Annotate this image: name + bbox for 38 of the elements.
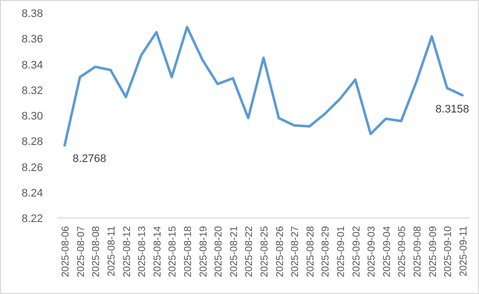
y-tick-label: 8.22	[22, 213, 43, 225]
x-tick-label: 2025-08-08	[91, 226, 102, 278]
x-tick-label: 2025-09-05	[397, 226, 408, 278]
x-tick-label: 2025-08-27	[290, 226, 302, 278]
x-tick-label: 2025-08-07	[76, 226, 87, 278]
x-tick-label: 2025-09-01	[336, 226, 347, 278]
x-tick-label: 2025-09-02	[351, 226, 362, 278]
x-tick-label: 2025-08-28	[305, 226, 316, 278]
y-tick-label: 8.30	[22, 110, 43, 122]
y-tick-label: 8.32	[22, 84, 43, 97]
x-tick-label: 2025-09-04	[382, 226, 393, 278]
x-tick-label: 2025-08-29	[320, 226, 332, 278]
x-tick-label: 2025-08-19	[198, 226, 210, 278]
y-tick-label: 8.36	[22, 34, 43, 46]
x-tick-label: 2025-08-12	[122, 226, 133, 278]
x-tick-label: 2025-08-26	[274, 226, 286, 278]
data-label: 8.3158	[436, 103, 470, 116]
x-tick-label: 2025-09-10	[443, 226, 454, 278]
x-tick-label: 2025-08-18	[183, 226, 194, 278]
x-tick-label: 2025-08-13	[137, 226, 148, 278]
x-tick-label: 2025-09-11	[458, 226, 470, 276]
y-tick-label: 8.34	[22, 59, 43, 72]
x-tick-label: 2025-08-14	[152, 226, 164, 278]
x-tick-label: 2025-09-03	[366, 226, 378, 278]
x-tick-label: 2025-08-25	[260, 226, 270, 278]
x-tick-label: 2025-08-21	[228, 226, 240, 278]
y-tick-label: 8.26	[22, 162, 43, 174]
x-tick-label: 2025-08-22	[244, 226, 256, 278]
x-tick-label: 2025-08-20	[214, 226, 225, 278]
y-tick-label: 8.28	[22, 136, 43, 148]
x-tick-label: 2025-08-11	[106, 226, 118, 276]
y-tick-label: 8.24	[22, 187, 43, 200]
y-tick-label: 8.38	[22, 8, 43, 20]
x-tick-label: 2025-08-06	[60, 226, 72, 278]
x-tick-label: 2025-09-08	[412, 226, 424, 278]
data-label: 8.2768	[72, 153, 106, 166]
x-tick-label: 2025-08-15	[168, 226, 179, 278]
x-tick-label: 2025-09-09	[428, 226, 439, 278]
